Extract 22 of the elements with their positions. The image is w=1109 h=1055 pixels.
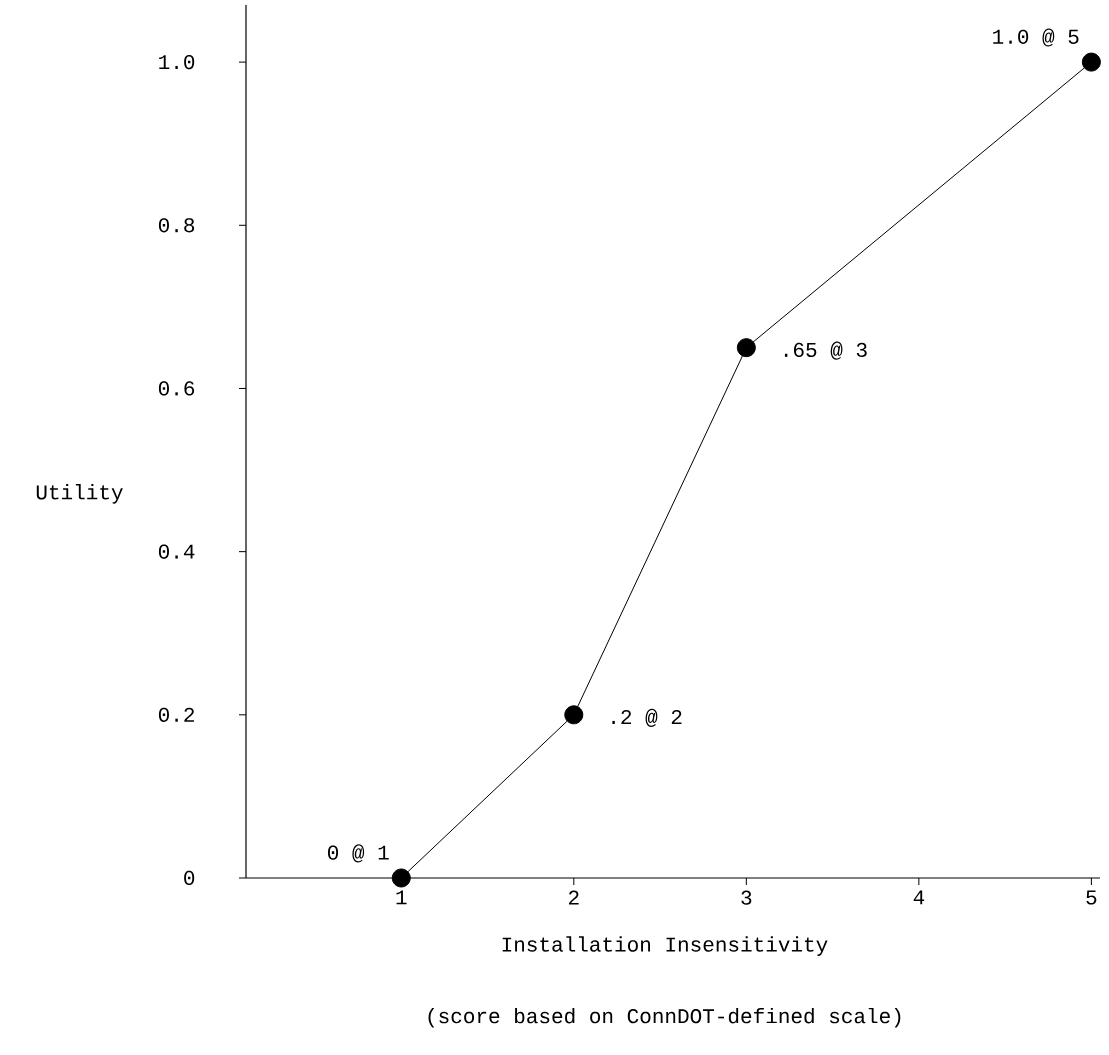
annotation: .65 @ 3 bbox=[784, 341, 867, 360]
x-tick-label: 4 bbox=[913, 890, 925, 905]
text: (score based on ConnDOT-defined scale) bbox=[428, 1007, 901, 1028]
y-tick-label: 0.4 bbox=[158, 544, 195, 559]
point bbox=[391, 868, 411, 888]
annotation: 1.0 @ 5 bbox=[993, 28, 1079, 47]
y-axis-title: Utility bbox=[36, 484, 123, 504]
point bbox=[736, 338, 756, 358]
annotation: 0 @ 1 bbox=[328, 844, 389, 863]
x-axis-title: Installation Insensitivity bbox=[502, 936, 828, 956]
x-tick-label: 1 bbox=[396, 890, 407, 905]
x-tick-label: 5 bbox=[1086, 890, 1097, 905]
point bbox=[564, 705, 584, 725]
x-tick-label: 3 bbox=[741, 890, 752, 905]
y-tick-label: 0.8 bbox=[158, 218, 195, 233]
y-tick-label: 0.2 bbox=[158, 707, 194, 722]
y-tick-label: 0 bbox=[184, 870, 195, 886]
point bbox=[1081, 52, 1101, 72]
annotation: .2 @ 2 bbox=[612, 708, 682, 727]
x-tick-label: 2 bbox=[568, 890, 579, 905]
y-tick-label: 1.0 bbox=[159, 54, 195, 70]
y-tick-label: 0.6 bbox=[158, 381, 195, 396]
